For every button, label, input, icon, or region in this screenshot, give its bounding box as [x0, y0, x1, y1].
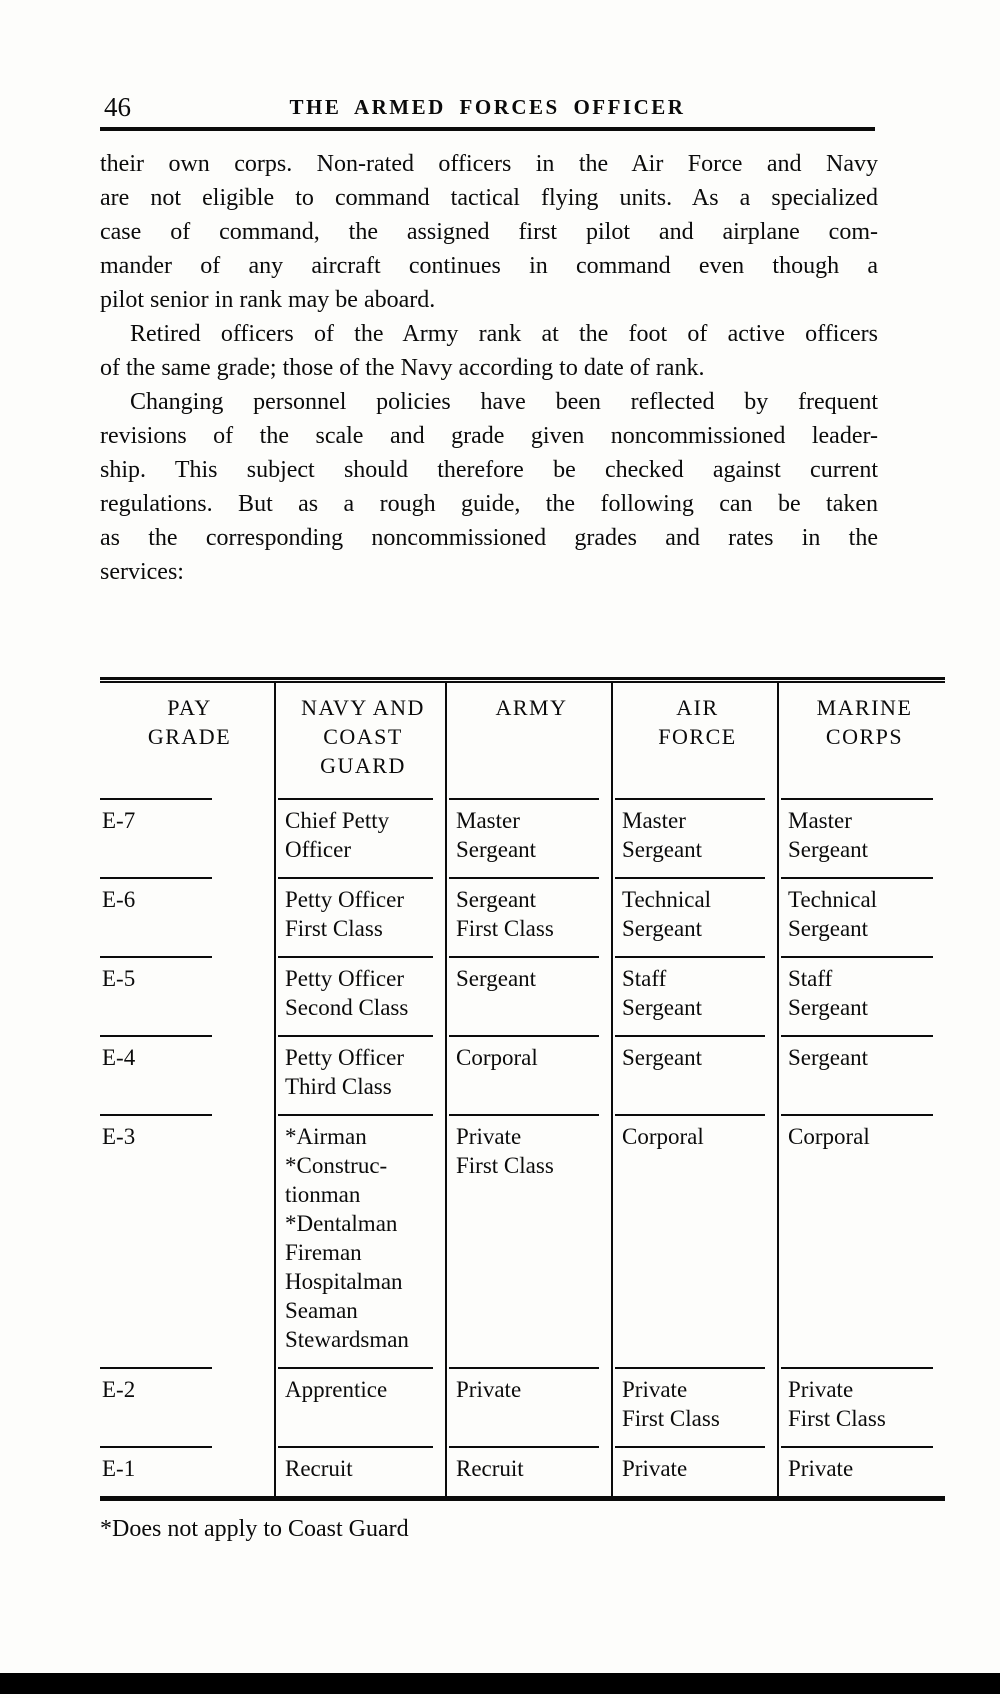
- table-header-cell: PAY GRADE: [147, 695, 232, 749]
- table-cell-navy_coast_guard: Chief Petty Officer: [274, 798, 446, 877]
- table-header-row: PAY GRADE NAVY AND COAST GUARD ARMY AIR FOR…: [100, 683, 945, 798]
- table-cell-navy_coast_guard: *Airman *Construc- tionman *Dentalman Fi…: [274, 1114, 446, 1367]
- table-cell-navy_coast_guard: Petty Officer Third Class: [274, 1035, 446, 1114]
- text-line: are not eligible to command tactical fly…: [100, 185, 878, 211]
- header-rule: [100, 127, 875, 131]
- text-line: revisions of the scale and grade given n…: [100, 423, 878, 449]
- table-cell-marine_corps: Corporal: [777, 1114, 945, 1367]
- table-cell-army: Corporal: [445, 1035, 612, 1114]
- text-line: Retired officers of the Army rank at the…: [130, 321, 878, 347]
- table-cell-army: Private First Class: [445, 1114, 612, 1367]
- page-content: 46 THE ARMED FORCES OFFICER their own co…: [100, 92, 945, 1542]
- table-cell-navy_coast_guard: Apprentice: [274, 1367, 446, 1446]
- table-cell-grade: E-3: [100, 1114, 275, 1367]
- table-row: E-1 Recruit Recruit Private Private: [100, 1446, 945, 1499]
- table-row: E-6 Petty Officer First Class Sergeant Fir…: [100, 877, 945, 956]
- paragraph: their own corps. Non-rated officers in t…: [100, 147, 878, 317]
- table-cell-air_force: Staff Sergeant: [611, 956, 778, 1035]
- text-line: of the same grade; those of the Navy acc…: [100, 355, 705, 381]
- table-cell-marine_corps: Sergeant: [777, 1035, 945, 1114]
- table-footnote: *Does not apply to Coast Guard: [100, 1516, 409, 1542]
- table-cell-army: Private: [445, 1367, 612, 1446]
- table-cell-army: Sergeant First Class: [445, 877, 612, 956]
- table-top-double-rule: [100, 677, 945, 683]
- table-cell-marine_corps: Private First Class: [777, 1367, 945, 1446]
- table-cell-air_force: Sergeant: [611, 1035, 778, 1114]
- table-header-row: PAY GRADE NAVY AND COAST GUARD ARMY AIR FOR…: [100, 683, 945, 798]
- table-cell-air_force: Corporal: [611, 1114, 778, 1367]
- page-number: 46: [104, 92, 131, 122]
- table-cell-marine_corps: Staff Sergeant: [777, 956, 945, 1035]
- text-line: their own corps. Non-rated officers in t…: [100, 151, 878, 177]
- text-line: mander of any aircraft continues in comm…: [100, 253, 878, 279]
- table-header-cell: MARINE CORPS: [777, 683, 945, 798]
- text-line: ship. This subject should therefore be c…: [100, 457, 878, 483]
- table-cell-air_force: Private First Class: [611, 1367, 778, 1446]
- table-cell-air_force: Private: [611, 1446, 778, 1499]
- table-cell-air_force: Master Sergeant: [611, 798, 778, 877]
- table-cell-army: Sergeant: [445, 956, 612, 1035]
- table-row: E-2 Apprentice Private Private First Class P…: [100, 1367, 945, 1446]
- text-line: as the corresponding noncommissioned gra…: [100, 525, 878, 551]
- paragraph: Retired officers of the Army rank at the…: [100, 317, 878, 385]
- table-row: E-7 Chief Petty Officer Master Sergeant Mas…: [100, 798, 945, 877]
- running-head: 46 THE ARMED FORCES OFFICER: [100, 92, 875, 122]
- body-text: their own corps. Non-rated officers in t…: [100, 147, 878, 589]
- table-cell-marine_corps: Technical Sergeant: [777, 877, 945, 956]
- table-header-cell: ARMY: [445, 683, 612, 798]
- table-cell-grade: E-7: [100, 798, 275, 877]
- table-cell-army: Recruit: [445, 1446, 612, 1499]
- table-row: E-5 Petty Officer Second Class Sergeant Sta…: [100, 956, 945, 1035]
- table-header-cell: NAVY AND COAST GUARD: [274, 683, 446, 798]
- text-line: services:: [100, 559, 184, 585]
- table-cell-marine_corps: Master Sergeant: [777, 798, 945, 877]
- table-row: E-3 *Airman *Construc- tionman *Dentalman…: [100, 1114, 945, 1367]
- table-header-cell: AIR FORCE: [611, 683, 778, 798]
- scan-artifact-bar: [0, 1673, 1000, 1694]
- running-title: THE ARMED FORCES OFFICER: [289, 95, 686, 119]
- table-cell-grade: E-1: [100, 1446, 275, 1499]
- text-line: case of command, the assigned first pilo…: [100, 219, 878, 245]
- pay-grade-table: PAY GRADE NAVY AND COAST GUARD ARMY AIR FOR…: [100, 677, 945, 1501]
- table-cell-air_force: Technical Sergeant: [611, 877, 778, 956]
- grades-table: PAY GRADE NAVY AND COAST GUARD ARMY AIR FOR…: [100, 683, 945, 1501]
- table-cell-grade: E-5: [100, 956, 275, 1035]
- table-row: E-4 Petty Officer Third Class Corporal Serg…: [100, 1035, 945, 1114]
- table-cell-army: Master Sergeant: [445, 798, 612, 877]
- text-line: regulations. But as a rough guide, the f…: [100, 491, 878, 517]
- table-cell-grade: E-4: [100, 1035, 275, 1114]
- table-cell-grade: E-6: [100, 877, 275, 956]
- table-cell-navy_coast_guard: Petty Officer Second Class: [274, 956, 446, 1035]
- text-line: pilot senior in rank may be aboard.: [100, 287, 436, 313]
- table-cell-navy_coast_guard: Petty Officer First Class: [274, 877, 446, 956]
- paragraph: Changing personnel policies have been re…: [100, 385, 878, 589]
- table-cell-marine_corps: Private: [777, 1446, 945, 1499]
- text-line: Changing personnel policies have been re…: [130, 389, 878, 415]
- table-cell-grade: E-2: [100, 1367, 275, 1446]
- table-body: E-7 Chief Petty Officer Master Sergeant Mas…: [100, 798, 945, 1499]
- table-cell-navy_coast_guard: Recruit: [274, 1446, 446, 1499]
